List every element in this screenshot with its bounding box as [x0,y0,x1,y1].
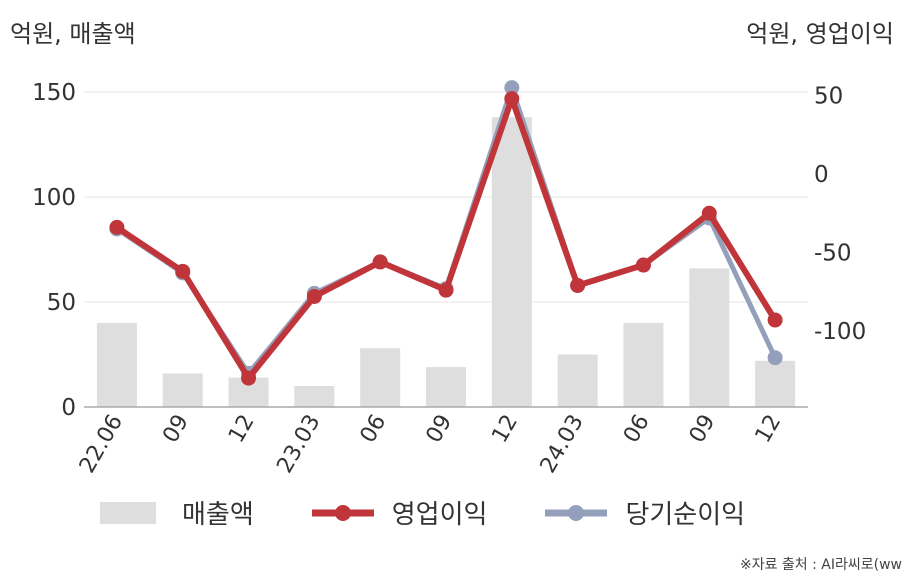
x-tick-label: 12 [751,411,787,448]
right-tick-label: -50 [814,241,852,267]
x-tick-label: 09 [158,411,194,448]
left-tick-label: 0 [61,395,76,421]
x-tick-label: 12 [487,411,523,448]
point-operating-profit [767,312,783,328]
legend-swatch-operating-profit [311,504,374,521]
left-tick-label: 100 [32,185,76,211]
x-tick-label: 06 [619,411,655,448]
right-axis-unit-label: 억원, 영업이익 [746,20,894,48]
point-operating-profit [241,370,257,386]
legend-label-net-income: 당기순이익 [625,500,746,530]
bar-revenue [755,360,796,407]
point-operating-profit [109,219,125,235]
bar-revenue [623,323,664,407]
legend-swatch-revenue [100,501,156,524]
line-operating-profit [115,95,778,382]
x-tick-label: 24.03 [536,411,589,478]
point-operating-profit [306,288,322,304]
x-tick-label: 12 [224,411,260,448]
bar-revenue [162,373,203,407]
legend-swatch-net-income [545,504,608,521]
left-axis-unit-label: 억원, 매출액 [10,20,136,48]
x-tick-label: 06 [356,411,392,448]
point-operating-profit [372,254,388,270]
legend-item-net-income: 당기순이익 [545,494,745,531]
x-tick-label: 22.06 [75,411,128,478]
legend-label-operating-profit: 영업이익 [391,500,488,530]
x-tick-label: 23.03 [272,411,325,478]
bar-revenue [294,386,335,407]
bar-revenue [360,348,401,407]
line-net-income [115,85,778,376]
bar-revenue [689,268,730,407]
point-operating-profit [504,91,520,107]
legend-item-operating-profit: 영업이익 [311,494,488,531]
x-tick-label: 09 [685,411,721,448]
chart-legend: 매출액 영업이익 당기순이익 [100,494,803,531]
source-note: ※자료 출처 : AI라씨로(ww [739,557,902,573]
x-tick-label: 09 [422,411,458,448]
legend-item-revenue: 매출액 [100,494,254,531]
bar-revenue [491,117,532,407]
bar-revenue [96,323,137,407]
legend-label-revenue: 매출액 [182,500,254,530]
bar-revenue [426,367,466,407]
point-operating-profit [438,282,454,298]
point-net-income [767,350,783,366]
point-operating-profit [175,263,191,279]
right-tick-label: 50 [814,84,843,110]
right-tick-label: 0 [814,162,829,188]
right-tick-label: -100 [814,319,866,345]
point-operating-profit [701,205,717,221]
bar-revenue [557,354,598,407]
point-operating-profit [635,257,651,273]
point-net-income [504,80,520,96]
left-tick-label: 50 [47,290,76,316]
left-tick-label: 150 [32,80,76,106]
point-operating-profit [570,277,586,293]
